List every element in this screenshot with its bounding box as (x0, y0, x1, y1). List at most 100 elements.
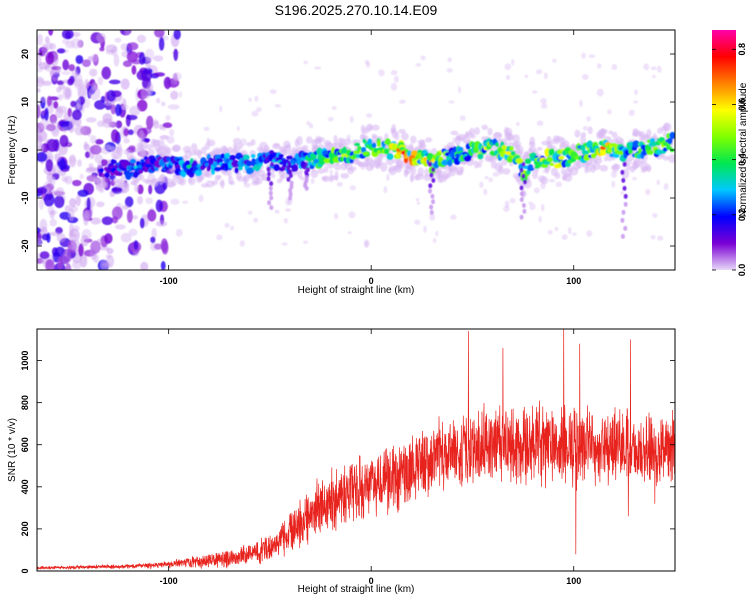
spectrogram-ridge-blob (391, 143, 399, 151)
spectrogram-ridge-blob (367, 138, 373, 146)
spectrogram-faint-blob (548, 178, 556, 183)
spectrogram-halo-blob (408, 143, 414, 153)
spectrogram-noise-blob (127, 42, 139, 51)
spectrogram-noise-blob (155, 220, 168, 227)
spectrogram-halo-blob (165, 147, 172, 154)
spectrogram-streak-blob (429, 209, 434, 215)
spectrogram-ridge-blob (515, 157, 524, 164)
spectrogram-faint-blob (547, 229, 553, 235)
spectrogram-y-tick-label: 20 (20, 49, 30, 59)
spectrogram-halo-blob (171, 145, 180, 152)
spectrogram-faint-blob (492, 171, 500, 177)
spectrogram-halo-blob (365, 123, 373, 132)
spectrogram-noise-blob (155, 199, 163, 213)
spectrogram-halo-blob (404, 165, 413, 174)
spectrogram-ridge-blob (452, 146, 457, 153)
spectrogram-noise-blob (58, 84, 66, 90)
spectrogram-halo-blob (120, 175, 126, 183)
spectrogram-ridge-blob (371, 142, 377, 149)
spectrogram-faint-blob (182, 200, 189, 204)
colorbar-tick-label: 0.4 (737, 153, 747, 166)
spectrogram-streak-blob (622, 161, 627, 167)
spectrogram-faint-blob (219, 105, 223, 113)
spectrogram-streak-blob (428, 161, 433, 167)
spectrogram-ridge-blob (410, 150, 419, 156)
spectrogram-noise-blob (153, 72, 166, 77)
spectrogram-faint-blob (588, 54, 596, 59)
spectrogram-faint-blob (535, 69, 543, 75)
spectrogram-ridge-blob (251, 158, 256, 163)
spectrogram-halo-blob (646, 129, 652, 137)
spectrogram-streak-blob (519, 214, 524, 220)
spectrogram-ridge-blob (669, 131, 675, 140)
spectrogram-ridge-blob (494, 142, 500, 148)
spectrogram-halo-blob (400, 161, 405, 169)
spectrogram-noise-blob (75, 54, 84, 65)
spectrogram-faint-blob (634, 89, 638, 95)
spectrogram-faint-blob (393, 75, 399, 83)
spectrogram-streak-blob (623, 193, 628, 199)
snr-panel: -100 0 100 0 200 400 600 800 1000 Height of str… (7, 328, 676, 595)
spectrogram-noise-blob (151, 227, 157, 239)
spectrogram-halo-blob (611, 131, 618, 139)
spectrogram-halo-blob (94, 154, 103, 164)
spectrogram-y-tick-label: 10 (20, 97, 30, 107)
spectrogram-halo-blob (150, 178, 159, 187)
spectrogram-halo-blob (232, 143, 238, 149)
spectrogram-noise-blob (166, 136, 175, 144)
spectrogram-ridge-blob (194, 169, 203, 177)
spectrogram-noise-blob (88, 86, 101, 101)
spectrogram-faint-blob (543, 72, 548, 80)
spectrogram-faint-blob (628, 109, 635, 116)
spectrogram-halo-blob (145, 143, 152, 150)
spectrogram-faint-blob (447, 57, 452, 63)
snr-series-line (37, 329, 675, 571)
spectrogram-faint-blob (349, 185, 356, 191)
spectrogram-faint-blob (248, 97, 252, 102)
spectrogram-ridge-blob (133, 171, 139, 179)
spectrogram-halo-blob (493, 132, 503, 138)
spectrogram-halo-blob (354, 139, 362, 144)
spectrogram-faint-blob (632, 176, 637, 181)
spectrogram-faint-blob (203, 126, 210, 131)
spectrogram-faint-blob (586, 116, 591, 122)
spectrogram-halo-blob (229, 180, 235, 186)
spectrogram-noise-blob (146, 115, 154, 130)
spectrogram-noise-blob (62, 59, 70, 71)
spectrogram-streak-blob (519, 167, 524, 173)
spectrogram-streak-blob (268, 185, 273, 191)
spectrogram-faint-blob (483, 188, 488, 196)
spectrogram-ridge-blob (376, 139, 381, 148)
spectrogram-noise-blob (45, 259, 55, 270)
spectrogram-halo-blob (317, 168, 325, 174)
spectrogram-noise-blob (59, 134, 69, 148)
spectrogram-halo-blob (448, 170, 456, 177)
spectrogram-noise-blob (136, 34, 146, 43)
spectrogram-ridge-blob (101, 159, 108, 166)
spectrogram-halo-blob (253, 179, 263, 185)
spectrogram-noise-blob (147, 82, 154, 96)
spectrogram-ridge-blob (524, 158, 532, 165)
spectrogram-halo-blob (236, 176, 245, 182)
spectrogram-halo-blob (371, 135, 378, 145)
spectrogram-halo-blob (596, 155, 602, 161)
spectrogram-noise-blob (148, 184, 153, 195)
spectrogram-halo-blob (116, 143, 122, 153)
spectrogram-noise-blob (71, 239, 80, 248)
spectrogram-ridge-blob (590, 153, 597, 159)
spectrogram-ridge-blob (541, 163, 549, 169)
spectrogram-halo-blob (171, 178, 177, 187)
spectrogram-noise-blob (147, 209, 157, 222)
spectrogram-noise-blob (45, 51, 55, 65)
spectrogram-halo-blob (603, 156, 609, 162)
spectrogram-faint-blob (348, 211, 356, 219)
spectrogram-noise-blob (133, 240, 139, 251)
spectrogram-noise-blob (41, 43, 49, 57)
spectrogram-halo-blob (395, 161, 401, 169)
spectrogram-faint-blob (582, 125, 589, 131)
spectrogram-y-label: Frequency (Hz) (7, 116, 18, 185)
snr-y-ticks: 0 200 400 600 800 1000 (20, 351, 675, 574)
spectrogram-halo-blob (104, 144, 112, 151)
spectrogram-streak-blob (288, 173, 293, 179)
spectrogram-halo-blob (369, 159, 375, 169)
